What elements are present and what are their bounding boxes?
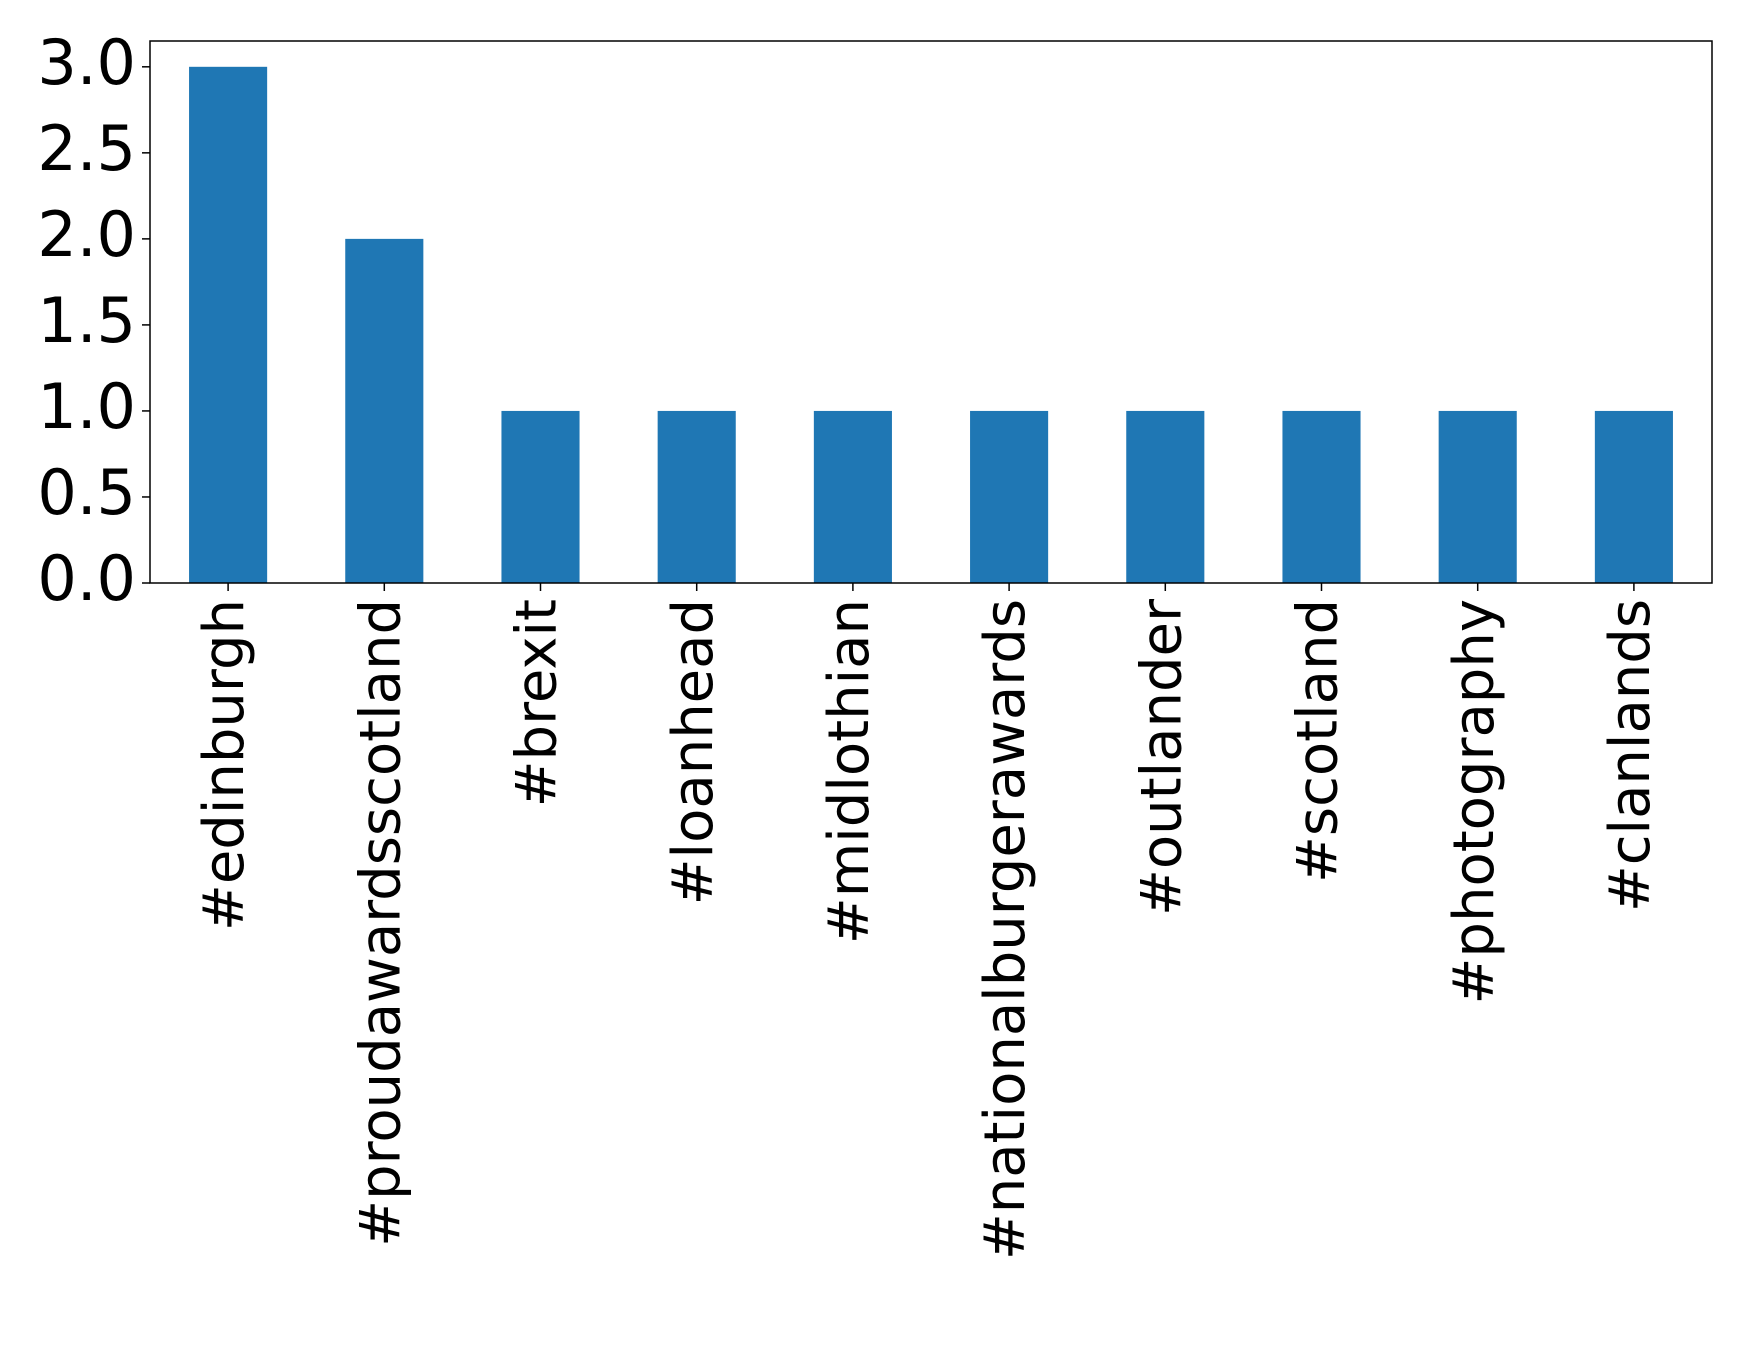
- x-tick-label: #proudawardsscotland: [348, 599, 413, 1247]
- bar: [1438, 410, 1517, 583]
- y-tick-label: 0.0: [37, 542, 136, 615]
- bar: [1282, 410, 1361, 583]
- bar: [1126, 410, 1205, 583]
- x-tick-label: #clanlands: [1598, 599, 1663, 912]
- y-tick-label: 1.5: [37, 284, 136, 357]
- y-tick-label: 0.5: [37, 456, 136, 529]
- x-tick-label: #edinburgh: [192, 599, 257, 931]
- x-tick-label: #brexit: [505, 599, 570, 807]
- bar: [1594, 410, 1673, 583]
- plot-frame: [149, 40, 1713, 584]
- x-tick-label: #outlander: [1129, 598, 1194, 916]
- x-tick-label: #scotland: [1286, 599, 1351, 883]
- bar: [345, 238, 424, 583]
- bar: [657, 410, 736, 583]
- y-tick-label: 2.5: [37, 112, 136, 185]
- bar: [501, 410, 580, 583]
- x-tick-label: #loanhead: [661, 599, 726, 905]
- bar: [970, 410, 1049, 583]
- y-tick-label: 3.0: [37, 26, 136, 99]
- x-tick-label: #midlothian: [817, 599, 882, 944]
- y-tick-label: 2.0: [37, 198, 136, 271]
- bar: [189, 66, 268, 584]
- bar: [813, 410, 892, 583]
- x-tick-label: #photography: [1442, 599, 1507, 1005]
- x-tick-label: #nationalburgerawards: [973, 599, 1038, 1260]
- y-tick-label: 1.0: [37, 370, 136, 443]
